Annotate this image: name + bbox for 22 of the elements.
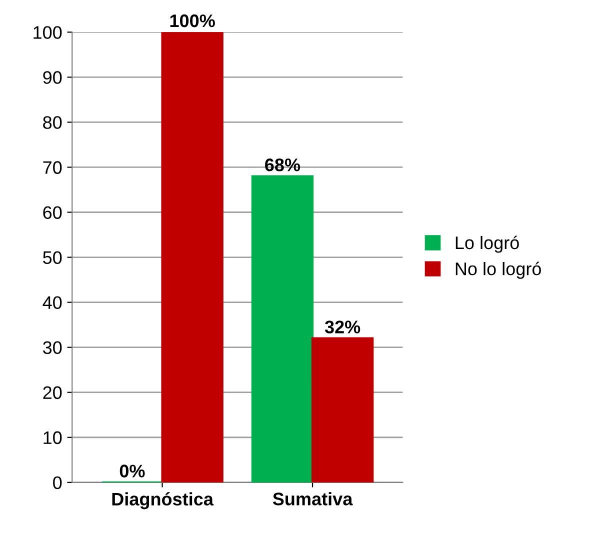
y-tick-label: 60	[43, 206, 62, 219]
data-label: 0%	[120, 464, 145, 478]
x-tick-label: Sumativa	[272, 492, 353, 506]
data-label: 68%	[265, 158, 300, 172]
y-tick-label: 100	[34, 26, 62, 39]
data-label: 32%	[324, 320, 360, 334]
data-label: 100%	[170, 14, 215, 28]
y-tick-label: 0	[53, 476, 62, 490]
y-tick-label: 20	[43, 386, 62, 400]
bar	[251, 175, 314, 482]
y-tick-label: 80	[43, 116, 62, 129]
y-tick-label: 50	[43, 251, 62, 264]
y-tick-label: 10	[44, 431, 62, 444]
y-tick-label: 40	[42, 296, 62, 310]
legend-label: No lo logró	[456, 262, 541, 279]
bar	[311, 337, 374, 482]
y-tick-label: 30	[43, 341, 62, 354]
y-tick-label: 90	[43, 71, 62, 84]
bar	[161, 32, 224, 482]
x-tick-label: Diagnóstica	[112, 492, 214, 510]
y-tick-label: 70	[43, 161, 62, 174]
legend-label: Lo logró	[456, 236, 519, 253]
